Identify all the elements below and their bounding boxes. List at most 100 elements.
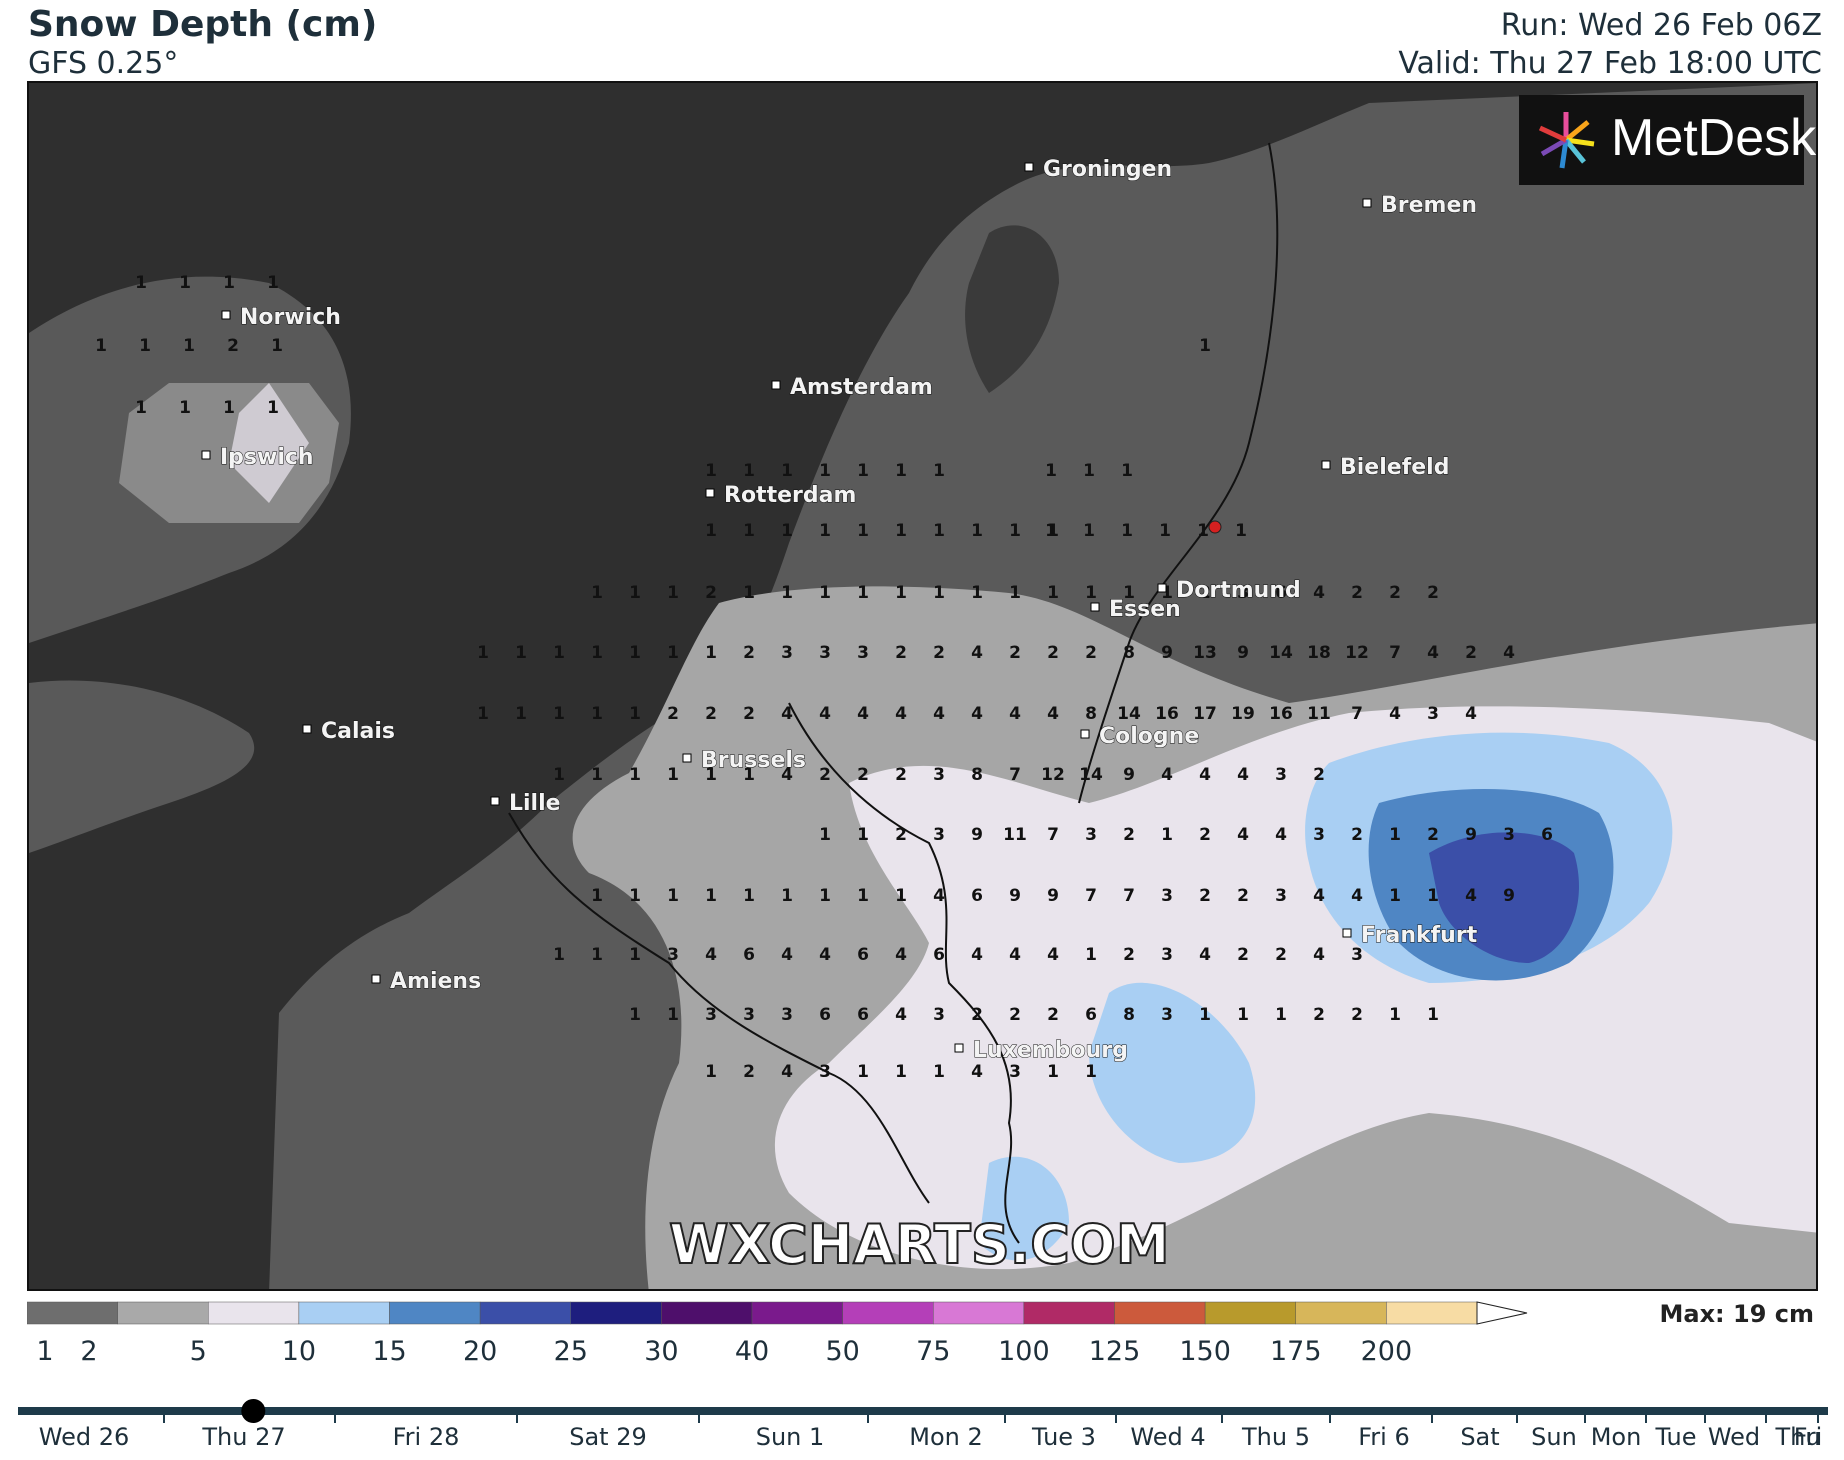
grid-value: 1 [553,945,565,965]
location-marker[interactable] [1208,520,1222,534]
grid-value: 8 [1123,1005,1135,1025]
legend-tick: 150 [1179,1336,1231,1367]
legend-tick: 25 [554,1336,588,1367]
grid-value: 4 [1275,825,1287,845]
legend-tick: 75 [916,1336,950,1367]
watermark: WXCHARTS.COM [669,1213,1170,1276]
grid-value: 1 [183,336,195,356]
timeline-day[interactable]: Wed 4 [1130,1423,1205,1451]
grid-value: 1 [705,521,717,541]
legend-swatch [1386,1301,1478,1325]
grid-value: 3 [1313,825,1325,845]
legend-swatch [27,1301,118,1325]
grid-value: 1 [933,1062,945,1082]
grid-value: 2 [667,704,679,724]
grid-value: 4 [1199,765,1211,785]
grid-value: 3 [1085,825,1097,845]
timeline-day[interactable]: Thu 5 [1241,1423,1310,1451]
timeline-day[interactable]: Fri 28 [393,1423,460,1451]
timeline-day[interactable]: Mon [1591,1423,1642,1451]
timeline-day[interactable]: Tue 3 [1031,1423,1096,1451]
grid-value: 3 [1275,765,1287,785]
city-amiens: Amiens [371,969,482,995]
grid-value: 1 [971,583,983,603]
grid-value: 9 [1123,765,1135,785]
snow-depth-values: 1 1 1 11 1 1 2 11 1 1 111 1 1 1 1 1 1 1 1 11 1 1 1 1 1 1 1 1 11 1 1 1 1 1… [95,273,1553,1082]
grid-value: 4 [1161,765,1173,785]
grid-value: 4 [1199,945,1211,965]
city-label: Bremen [1381,193,1477,218]
grid-value: 1 [223,273,235,293]
grid-value: 6 [819,1005,831,1025]
timeline-day[interactable]: Mon 2 [909,1423,983,1451]
grid-value: 2 [1275,945,1287,965]
grid-value: 1 [743,886,755,906]
city-bremen: Bremen [1362,193,1478,219]
grid-value: 8 [1085,704,1097,724]
timeline-day[interactable]: Sun 1 [756,1423,825,1451]
grid-value: 4 [781,1062,793,1082]
city-label: Dortmund [1176,578,1301,603]
timeline-slider[interactable]: Wed 26 Thu 27 Fri 28 Sat 29 Sun 1 Mon 2 Tue 3 W… [18,1395,1828,1455]
grid-value: 1 [933,521,945,541]
timeline-day[interactable]: Thu [1774,1423,1820,1451]
grid-value: 7 [1047,825,1059,845]
city-label: Groningen [1043,157,1172,182]
timeline-day[interactable]: Fri 6 [1358,1423,1410,1451]
legend-tick: 10 [282,1336,316,1367]
city-label: Bielefeld [1340,455,1449,480]
grid-value: 1 [1197,521,1209,541]
grid-value: 1 [1161,825,1173,845]
legend-swatch [842,1301,934,1325]
timeline-day[interactable]: Thu 27 [201,1423,285,1451]
city-label: Ipswich [220,445,314,470]
grid-value: 1 [591,583,603,603]
model-label: GFS 0.25° [28,46,179,81]
timeline-day[interactable]: Sat [1460,1423,1499,1451]
grid-value: 1 [1161,583,1173,603]
valid-label: Valid: Thu 27 Feb 18:00 UTC [1398,46,1822,81]
timeline-handle[interactable] [241,1399,266,1423]
grid-value: 1 [857,886,869,906]
timeline-track[interactable] [18,1407,1828,1415]
legend-swatch [570,1301,662,1325]
grid-value: 1 [667,583,679,603]
timeline-day[interactable]: Sun [1531,1423,1577,1451]
ijsselmeer [965,225,1059,393]
grid-value: 14 [1117,704,1141,724]
timeline-day[interactable]: Sat 29 [569,1423,647,1451]
grid-value: 1 [553,704,565,724]
grid-value: 1 [743,765,755,785]
grid-value: 1 [477,704,489,724]
grid-value: 1 [1121,521,1133,541]
grid-value: 2 [1237,886,1249,906]
timeline-day[interactable]: Fri [1794,1423,1823,1451]
city-dortmund: Dortmund [1157,578,1301,604]
grid-value: 1 [477,643,489,663]
grid-value: 3 [1351,945,1363,965]
grid-value: 3 [1009,1062,1021,1082]
legend-arrow [1476,1301,1528,1325]
timeline-day[interactable]: Wed [1708,1423,1760,1451]
grid-value: 7 [1351,704,1363,724]
timeline-day[interactable]: Wed 26 [39,1423,130,1451]
city-bielefeld: Bielefeld [1321,455,1450,481]
grid-value: 3 [819,643,831,663]
grid-value: 1 [1389,886,1401,906]
grid-value: 4 [1009,704,1021,724]
timeline-day[interactable]: Tue [1655,1423,1697,1451]
legend-swatch [298,1301,390,1325]
grid-value: 1 [179,398,191,418]
city-calais: Calais [302,719,396,745]
grid-value: 1 [1083,461,1095,481]
grid-value: 3 [933,1005,945,1025]
grid-value: 1 [1389,825,1401,845]
city-label: Calais [321,719,395,744]
grid-value: 1 [781,583,793,603]
max-label: Max: 19 cm [1659,1300,1815,1328]
grid-value: 2 [1199,886,1211,906]
grid-value: 4 [895,945,907,965]
city-label: Norwich [240,305,341,330]
city-brussels: Brussels [682,748,807,774]
